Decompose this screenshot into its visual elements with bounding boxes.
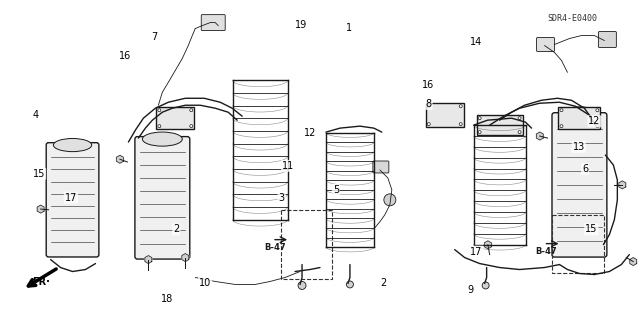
- Text: 6: 6: [582, 164, 588, 174]
- Polygon shape: [116, 155, 124, 163]
- Text: 15: 15: [585, 224, 598, 234]
- Ellipse shape: [142, 132, 182, 146]
- Text: 12: 12: [588, 116, 601, 126]
- FancyBboxPatch shape: [201, 15, 225, 31]
- Ellipse shape: [478, 130, 481, 134]
- Bar: [281, 210, 332, 279]
- Text: B-47: B-47: [264, 243, 286, 252]
- Ellipse shape: [459, 123, 462, 126]
- Ellipse shape: [596, 109, 599, 112]
- Bar: [559, 107, 600, 129]
- FancyBboxPatch shape: [598, 32, 616, 48]
- Bar: [156, 107, 195, 129]
- Text: 5: 5: [333, 185, 339, 195]
- FancyBboxPatch shape: [373, 161, 389, 173]
- Polygon shape: [619, 181, 626, 189]
- Ellipse shape: [478, 117, 481, 120]
- Text: FR·: FR·: [31, 278, 49, 287]
- Polygon shape: [37, 205, 44, 213]
- Ellipse shape: [596, 125, 599, 128]
- Text: 18: 18: [161, 294, 173, 304]
- FancyBboxPatch shape: [135, 137, 190, 259]
- Text: 16: 16: [422, 80, 435, 90]
- Polygon shape: [182, 254, 189, 262]
- Text: 19: 19: [294, 19, 307, 30]
- Text: 7: 7: [151, 32, 157, 42]
- Text: 16: 16: [119, 51, 131, 61]
- Ellipse shape: [428, 105, 430, 108]
- Text: 13: 13: [573, 142, 585, 152]
- Ellipse shape: [190, 109, 193, 112]
- Ellipse shape: [482, 282, 489, 289]
- Ellipse shape: [158, 109, 161, 112]
- FancyBboxPatch shape: [552, 113, 607, 257]
- Ellipse shape: [459, 105, 462, 108]
- Text: 10: 10: [199, 278, 211, 288]
- Bar: [477, 115, 522, 135]
- Bar: [426, 103, 464, 127]
- Text: 3: 3: [278, 193, 285, 203]
- Ellipse shape: [428, 123, 430, 126]
- Ellipse shape: [518, 117, 521, 120]
- Polygon shape: [484, 241, 492, 249]
- Text: 12: 12: [304, 128, 317, 137]
- Text: 14: 14: [470, 37, 483, 47]
- Text: 17: 17: [65, 193, 77, 203]
- Polygon shape: [536, 132, 543, 140]
- Text: B-47: B-47: [536, 247, 557, 256]
- Ellipse shape: [190, 125, 193, 128]
- Ellipse shape: [560, 125, 563, 128]
- Text: 17: 17: [470, 247, 483, 256]
- Text: 1: 1: [346, 23, 352, 33]
- Ellipse shape: [559, 107, 600, 123]
- Text: 11: 11: [282, 161, 294, 171]
- Text: 4: 4: [33, 110, 39, 120]
- Ellipse shape: [346, 281, 353, 288]
- Ellipse shape: [53, 138, 92, 152]
- Text: 8: 8: [426, 99, 431, 109]
- FancyBboxPatch shape: [536, 38, 554, 51]
- Ellipse shape: [158, 125, 161, 128]
- Text: 15: 15: [33, 169, 45, 179]
- Ellipse shape: [560, 109, 563, 112]
- Text: 9: 9: [467, 285, 473, 295]
- Bar: [552, 215, 604, 272]
- Ellipse shape: [298, 281, 306, 289]
- Text: SDR4-E0400: SDR4-E0400: [547, 14, 597, 23]
- Polygon shape: [145, 256, 152, 263]
- Polygon shape: [630, 257, 637, 265]
- Text: 2: 2: [381, 278, 387, 288]
- Ellipse shape: [518, 130, 521, 134]
- Text: 2: 2: [173, 224, 179, 234]
- FancyBboxPatch shape: [46, 143, 99, 257]
- Ellipse shape: [384, 194, 396, 206]
